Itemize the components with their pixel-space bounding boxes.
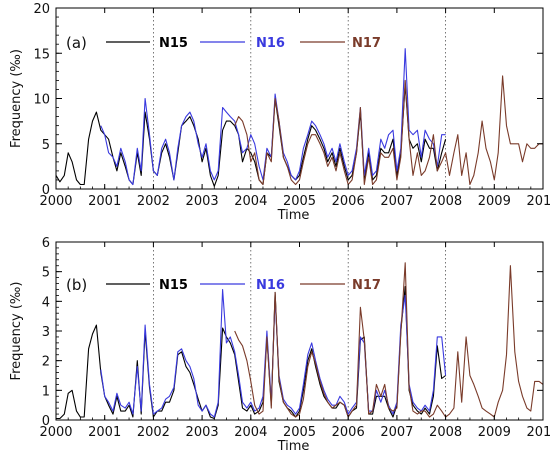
x-tick-label: 2008 [429,194,462,209]
panel-label: (b) [66,276,87,294]
x-tick-label: 2003 [186,425,219,440]
y-tick-label: 0 [42,414,50,429]
x-axis-label: Time [277,439,310,454]
y-tick-label: 1 [42,384,50,399]
legend-label-n15: N15 [159,36,188,51]
series-line-n16 [100,48,446,186]
x-tick-label: 2007 [380,425,413,440]
x-tick-label: 2003 [186,194,219,209]
series-line-n15 [55,84,447,187]
panel-b: 2000 2001 2002 2003 2004 2005 2006 2007 2008 2009… [9,236,550,454]
x-tick-label: 2008 [429,425,462,440]
y-tick-label: 5 [42,138,50,153]
x-tick-label: 2009 [478,425,511,440]
plot-frame [55,7,544,190]
series-line-n17 [234,75,543,186]
legend-label-n17: N17 [352,36,381,51]
x-tick-label: 2006 [332,425,365,440]
legend-label-n16: N16 [256,36,285,51]
legend-label-n15: N15 [159,278,188,293]
x-tick-label: 2009 [478,194,511,209]
y-tick-label: 4 [42,295,50,310]
x-tick-label: 2001 [88,194,121,209]
plot-frame [55,241,544,421]
y-axis-label: Frequency (‰) [9,282,24,381]
x-tick-label: 2000 [39,425,72,440]
legend-label-n17: N17 [352,278,381,293]
y-tick-label: 15 [33,47,50,62]
y-tick-label: 6 [42,236,50,251]
y-tick-label: 10 [33,93,50,108]
y-tick-label: 0 [42,183,50,198]
x-tick-label: 2002 [137,425,170,440]
x-tick-label: 2004 [234,425,267,440]
x-axis-label: Time [277,208,310,223]
panel-a: 2000 2001 2002 2003 2004 2005 2006 2007 2008 2009… [9,2,550,223]
legend-label-n16: N16 [256,278,285,293]
x-tick-label: 2004 [234,194,267,209]
y-tick-label: 20 [33,2,50,17]
series-line-n17 [234,262,544,418]
y-tick-label: 5 [42,266,50,281]
x-tick-label: 2001 [88,425,121,440]
panel-label: (a) [66,34,87,52]
x-tick-label: 2005 [283,425,316,440]
x-tick-label: 2002 [137,194,170,209]
x-tick-label: 2006 [332,194,365,209]
x-tick-label: 2005 [283,194,316,209]
y-axis-label: Frequency (‰) [9,49,24,148]
y-tick-label: 3 [42,325,50,340]
x-tick-label: 2000 [39,194,72,209]
y-tick-label: 2 [42,355,50,370]
x-tick-label: 2007 [380,194,413,209]
